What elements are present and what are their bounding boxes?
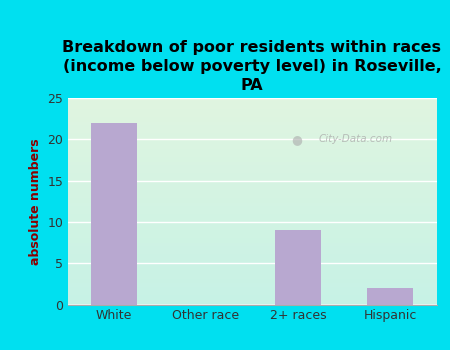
Text: City-Data.com: City-Data.com [319,134,392,144]
Bar [275,230,321,304]
Text: ●: ● [291,133,302,146]
Bar [367,288,414,304]
Y-axis label: absolute numbers: absolute numbers [29,138,42,265]
Title: Breakdown of poor residents within races
(income below poverty level) in Rosevil: Breakdown of poor residents within races… [63,41,441,93]
Bar [90,123,137,304]
